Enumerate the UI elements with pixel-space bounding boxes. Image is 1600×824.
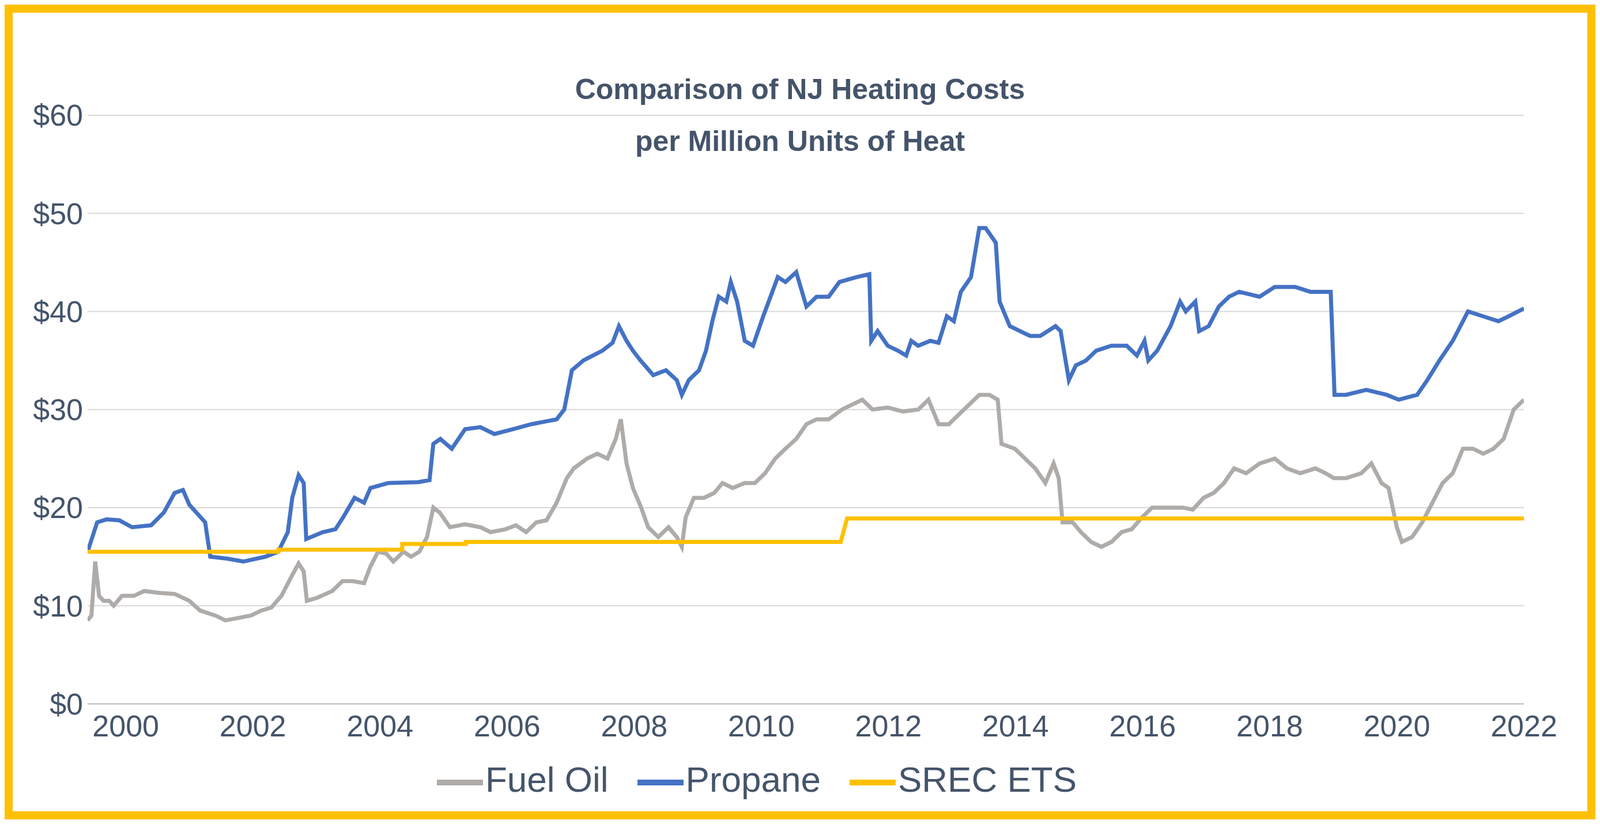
svg-text:2008: 2008 — [600, 709, 668, 743]
svg-text:2018: 2018 — [1236, 709, 1304, 743]
svg-text:$30: $30 — [32, 393, 83, 427]
svg-text:2010: 2010 — [727, 709, 795, 743]
svg-text:$50: $50 — [32, 197, 83, 231]
svg-text:2000: 2000 — [92, 709, 160, 743]
html-text:SREC ETS: SREC ETS — [897, 759, 1077, 800]
svg-text:2012: 2012 — [855, 709, 923, 743]
html-text:Comparison of NJ Heating Costs: Comparison of NJ Heating Costs per Milli… — [575, 73, 1025, 158]
svg-text:$60: $60 — [32, 98, 83, 132]
svg-text:$40: $40 — [32, 295, 83, 329]
svg-text:2006: 2006 — [473, 709, 541, 743]
svg-text:$0: $0 — [49, 687, 83, 722]
svg-text:2022: 2022 — [1490, 709, 1558, 743]
html-text:Fuel Oil: Fuel Oil — [485, 759, 609, 800]
svg-text:$10: $10 — [32, 589, 83, 624]
svg-text:2020: 2020 — [1363, 709, 1431, 743]
svg-text:2004: 2004 — [346, 709, 414, 743]
svg-text:2002: 2002 — [219, 709, 287, 743]
svg-text:2016: 2016 — [1109, 709, 1177, 743]
html-text:Propane: Propane — [685, 759, 821, 800]
svg-text:2014: 2014 — [982, 709, 1049, 743]
svg-text:$20: $20 — [32, 491, 83, 525]
